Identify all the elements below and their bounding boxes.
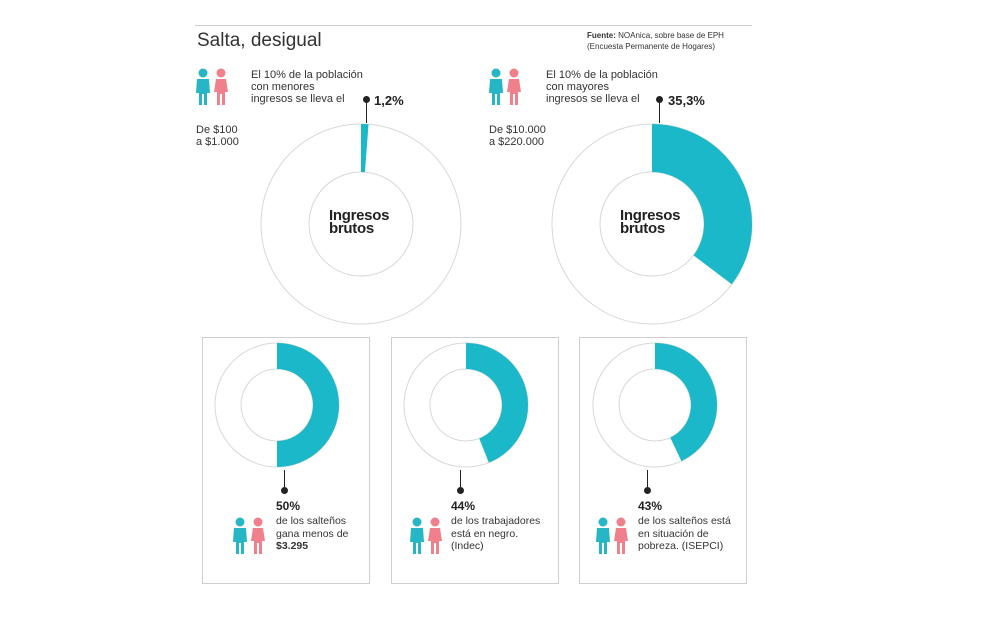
people-icon-pair bbox=[596, 517, 628, 554]
center-label-line: Ingresos bbox=[329, 207, 390, 224]
panel-poverty-dot bbox=[644, 487, 651, 494]
panel-salary-desc-line: gana menos de bbox=[276, 527, 349, 540]
top-right-range: De $10.000 a $220.000 bbox=[489, 124, 546, 148]
top-right-note-line: El 10% de la población bbox=[546, 69, 658, 81]
donut-slice-rest bbox=[260, 123, 462, 325]
top-left-donut-svg bbox=[260, 123, 462, 325]
top-right-note-line: ingresos se lleva el bbox=[546, 93, 640, 105]
female-person-icon bbox=[614, 517, 628, 554]
top-left-range-line: De $100 bbox=[196, 124, 238, 136]
top-right-donut bbox=[550, 122, 754, 326]
female-person-icon bbox=[251, 517, 265, 554]
female-person-icon bbox=[214, 68, 228, 105]
female-person-icon bbox=[507, 68, 521, 105]
donut-slice-highlight bbox=[277, 343, 339, 467]
top-left-center-label: Ingresos brutos bbox=[329, 207, 397, 237]
panel-salary-stem bbox=[284, 470, 285, 488]
panel-informal-donut-svg bbox=[403, 342, 529, 468]
top-right-value-dot bbox=[656, 96, 663, 103]
panel-informal-value: 44% bbox=[451, 499, 476, 513]
panel-informal-stem bbox=[460, 470, 461, 488]
male-person-icon bbox=[489, 68, 503, 105]
top-left-note-line: con menores bbox=[251, 81, 315, 93]
top-right-range-line: a $220.000 bbox=[489, 136, 545, 148]
source-text-2: (Encuesta Permanente de Hogares) bbox=[587, 42, 716, 51]
panel-informal-donut bbox=[403, 342, 529, 468]
donut-slice-highlight bbox=[655, 343, 717, 462]
panel-informal-dot bbox=[457, 487, 464, 494]
top-left-note-line: El 10% de la población bbox=[251, 69, 363, 81]
panel-informal-description: de los trabajadores está en negro. (Inde… bbox=[451, 515, 540, 553]
top-left-value-stem bbox=[366, 102, 367, 123]
center-label-line: brutos bbox=[329, 220, 374, 237]
panel-salary-donut bbox=[214, 342, 340, 468]
top-right-note-line: con mayores bbox=[546, 81, 609, 93]
panel-poverty-donut-svg bbox=[592, 342, 718, 468]
top-right-people-icons bbox=[489, 68, 523, 106]
male-person-icon bbox=[410, 517, 424, 554]
top-right-range-line: De $10.000 bbox=[489, 124, 546, 136]
panel-informal-desc-line: (Indec) bbox=[451, 540, 484, 552]
female-person-icon bbox=[428, 517, 442, 554]
panel-salary-value: 50% bbox=[276, 499, 301, 513]
top-right-center-label: Ingresos brutos bbox=[620, 207, 688, 237]
top-left-value-dot bbox=[363, 96, 370, 103]
panel-salary-description: de los salteños gana menos de $3.295 bbox=[276, 515, 348, 553]
panel-salary-desc-bold: $3.295 bbox=[276, 540, 309, 552]
top-left-people-icons bbox=[196, 68, 230, 106]
people-icon-pair bbox=[410, 517, 442, 554]
panel-informal-desc-line: de los trabajadores bbox=[451, 515, 541, 527]
panel-poverty-donut bbox=[592, 342, 718, 468]
panel-informal-people-icons bbox=[410, 517, 444, 555]
top-right-donut-svg bbox=[551, 123, 753, 325]
source-note: Fuente: NOAnica, sobre base de EPH (Encu… bbox=[587, 30, 762, 52]
panel-salary-donut-svg bbox=[214, 342, 340, 468]
source-text: NOAnica, sobre base de EPH bbox=[618, 31, 724, 40]
top-left-range-line: a $1.000 bbox=[196, 136, 239, 148]
male-person-icon bbox=[596, 517, 610, 554]
donut-slice-highlight bbox=[652, 124, 752, 285]
people-icon-pair bbox=[489, 68, 521, 105]
source-label: Fuente: bbox=[587, 31, 616, 40]
panel-salary-people-icons bbox=[233, 517, 267, 555]
center-label-line: Ingresos bbox=[620, 207, 681, 224]
infographic-title: Salta, desigual bbox=[197, 30, 322, 51]
panel-poverty-stem bbox=[647, 470, 648, 488]
top-left-range: De $100 a $1.000 bbox=[196, 124, 239, 148]
panel-salary-desc-line: de los salteños bbox=[276, 515, 347, 527]
top-left-note-line: ingresos se lleva el bbox=[251, 93, 345, 105]
panel-poverty-value: 43% bbox=[638, 499, 663, 513]
panel-poverty-description: de los salteños está en situación de pob… bbox=[638, 515, 731, 553]
male-person-icon bbox=[196, 68, 210, 105]
donut-slice-highlight bbox=[361, 124, 369, 173]
top-left-note: El 10% de la población con menores ingre… bbox=[251, 69, 363, 105]
male-person-icon bbox=[233, 517, 247, 554]
top-left-value: 1,2% bbox=[374, 93, 404, 108]
top-left-donut bbox=[259, 122, 463, 326]
top-right-value-stem bbox=[659, 102, 660, 123]
panel-poverty-people-icons bbox=[596, 517, 630, 555]
header-rule bbox=[195, 25, 752, 26]
top-right-note: El 10% de la población con mayores ingre… bbox=[546, 69, 658, 105]
center-label-line: brutos bbox=[620, 220, 665, 237]
panel-salary-dot bbox=[281, 487, 288, 494]
panel-informal-desc-line: está en negro. bbox=[451, 527, 519, 540]
panel-poverty-desc-line: en situación de bbox=[638, 527, 709, 540]
top-right-value: 35,3% bbox=[668, 93, 705, 108]
panel-poverty-desc-line: pobreza. (ISEPCI) bbox=[638, 540, 724, 552]
people-icon-pair bbox=[233, 517, 265, 554]
donut-slice-highlight bbox=[466, 343, 528, 463]
people-icon-pair bbox=[196, 68, 228, 105]
panel-poverty-desc-line: de los salteños está bbox=[638, 515, 731, 527]
